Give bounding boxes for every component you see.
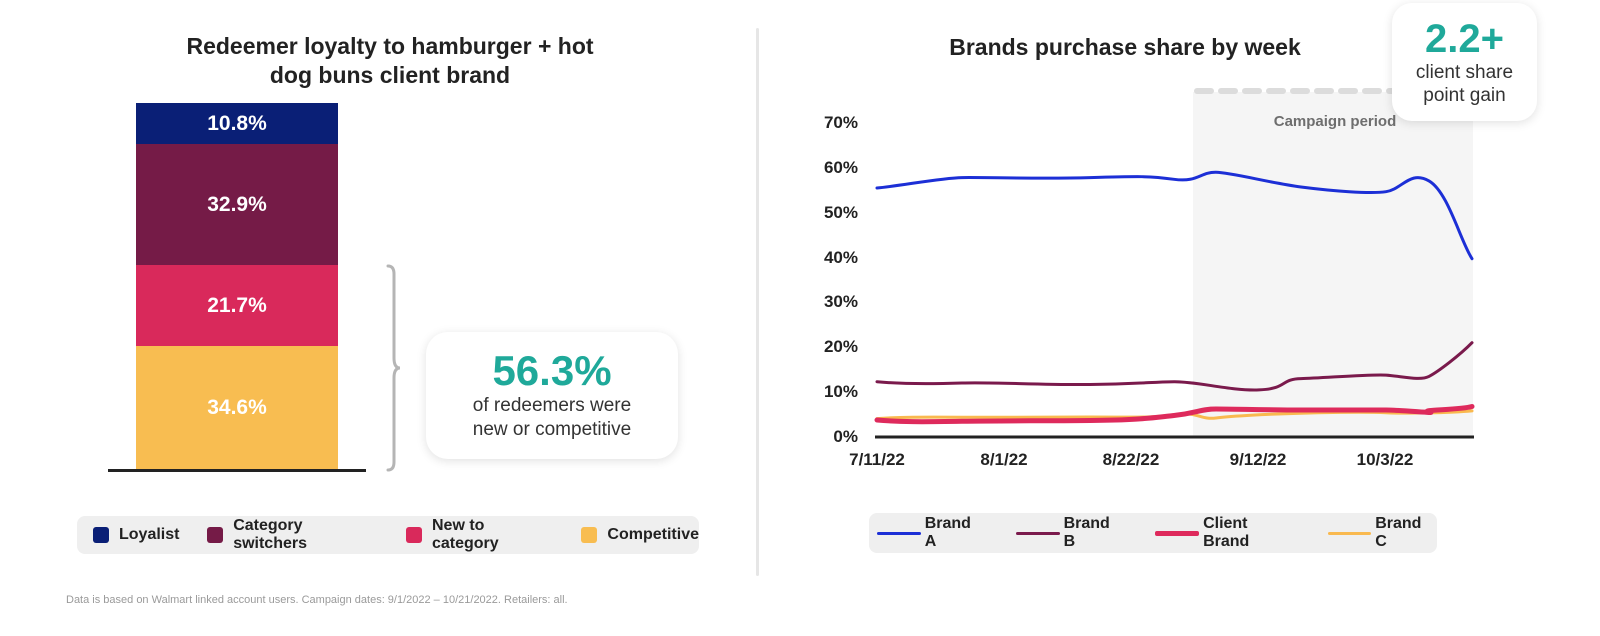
y-tick: 60% [823, 158, 858, 177]
bar-segment-category-switchers: 32.9% [136, 144, 338, 265]
series-line-brand-a [875, 170, 1474, 261]
legend-label: Brand A [924, 515, 971, 550]
line-swatch-client-brand [1155, 530, 1200, 536]
legend-item-brand-c: Brand C [1327, 515, 1437, 551]
line-swatch-brand-b [1015, 531, 1060, 535]
swatch-category-switchers [207, 527, 224, 543]
legend-item-brand-a: Brand A [877, 515, 986, 551]
series-line-brand-b [875, 341, 1474, 392]
campaign-period-label: Campaign period [1273, 113, 1397, 130]
segment-label: 34.6% [207, 396, 267, 419]
y-tick: 70% [823, 113, 858, 132]
brace-icon [386, 264, 401, 472]
legend-label: Competitive [607, 526, 699, 543]
legend-item-loyalist: Loyalist [93, 526, 179, 544]
callout-text-line2: new or competitive [472, 419, 632, 440]
y-tick: 30% [823, 292, 858, 311]
legend-label: New to category [431, 517, 499, 552]
x-tick: 10/3/22 [1356, 450, 1414, 469]
x-tick: 8/1/22 [980, 450, 1028, 469]
legend-item-client-brand: Client Brand [1155, 515, 1297, 551]
y-tick: 10% [823, 382, 858, 401]
x-tick: 8/22/22 [1102, 450, 1160, 469]
y-tick: 50% [823, 203, 858, 222]
bar-baseline [108, 469, 366, 472]
share-gain-callout: 2.2+ client share point gain [1392, 3, 1537, 121]
y-tick: 20% [823, 337, 858, 356]
legend-label: Category switchers [233, 517, 307, 552]
y-tick: 0% [833, 427, 858, 446]
swatch-competitive [581, 527, 598, 543]
bar-segment-competitive: 34.6% [136, 346, 338, 470]
callout-text-line1: of redeemers were [472, 395, 632, 416]
swatch-loyalist [93, 527, 109, 543]
legend-item-category-switchers: Category switchers [207, 517, 378, 553]
right-legend: Brand A Brand B Client Brand Brand C [869, 513, 1437, 553]
swatch-new-to-category [406, 527, 422, 543]
x-tick: 7/11/22 [849, 450, 905, 469]
new-or-competitive-callout: 56.3% of redeemers were new or competiti… [426, 332, 678, 459]
footnote: Data is based on Walmart linked account … [66, 594, 568, 606]
legend-item-competitive: Competitive [581, 526, 699, 544]
x-tick: 9/12/22 [1229, 450, 1287, 469]
legend-item-brand-b: Brand B [1015, 515, 1125, 551]
series-line-client-brand [874, 404, 1475, 425]
segment-label: 32.9% [207, 192, 267, 216]
legend-label: Brand B [1063, 515, 1110, 550]
callout-value: 2.2+ [1425, 17, 1504, 61]
legend-label: Brand C [1375, 515, 1422, 550]
segment-label: 10.8% [207, 111, 267, 135]
legend-label: Loyalist [119, 526, 180, 543]
legend-item-new-to-category: New to category [406, 517, 553, 553]
campaign-period-shading [1193, 92, 1473, 437]
callout-text-line1: client share [1415, 62, 1514, 83]
line-swatch-brand-c [1327, 531, 1372, 535]
callout-value: 56.3% [492, 347, 612, 394]
left-legend: Loyalist Category switchers New to categ… [77, 516, 699, 554]
right-chart-title: Brands purchase share by week [949, 34, 1301, 60]
left-chart-title: Redeemer loyalty to hamburger + hot dog … [110, 32, 670, 90]
left-chart-title-line1: Redeemer loyalty to hamburger + hot [186, 33, 594, 59]
campaign-period-dashed-line [1194, 88, 1393, 94]
bar-segment-loyalist: 10.8% [136, 103, 338, 144]
legend-label: Client Brand [1203, 515, 1250, 550]
y-tick: 40% [823, 248, 858, 267]
callout-text-line2: point gain [1423, 85, 1506, 106]
segment-label: 21.7% [207, 293, 267, 317]
left-chart-title-line2: dog buns client brand [269, 62, 511, 88]
panel-divider [756, 28, 759, 576]
line-swatch-brand-a [877, 531, 921, 535]
bar-segment-new-to-category: 21.7% [136, 265, 338, 346]
